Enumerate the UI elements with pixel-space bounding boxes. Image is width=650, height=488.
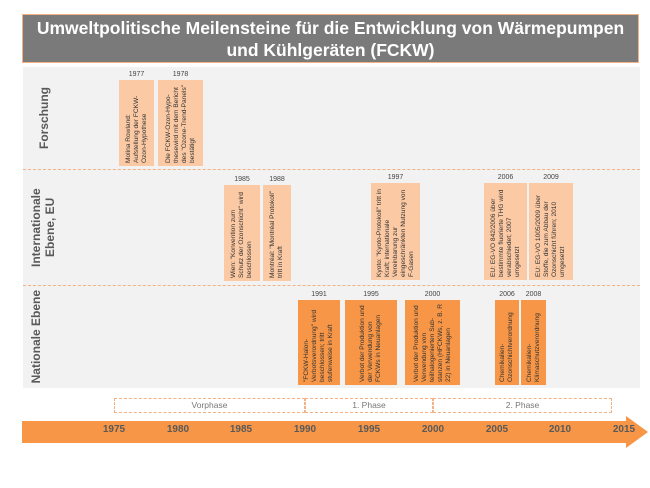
- event-year: 2006: [499, 291, 515, 298]
- event-box: Verbot der Produktion und Verwendung von…: [405, 300, 460, 385]
- event-box: EU: EG-VO 842/2006 über bestimmte fluori…: [484, 183, 527, 280]
- event-year: 1997: [387, 174, 404, 181]
- phase-2: 2. Phase: [433, 398, 612, 413]
- event-box: Kyoto: "Kyoto-Protokoll" tritt in Kraft;…: [371, 183, 420, 280]
- row-divider: [23, 169, 640, 170]
- axis-tick: 1980: [166, 424, 190, 435]
- event-year: 2008: [525, 291, 542, 298]
- page-title: Umweltpolitische Meilensteine für die En…: [22, 14, 639, 63]
- event-box: EU: EG-VO 1005/2009 über Stoffe, die zum…: [529, 183, 573, 280]
- event-box: Chemikalien-Ozonschichtverordnung: [495, 300, 519, 385]
- axis-tick: 1985: [229, 424, 253, 435]
- event-year: 1977: [128, 71, 145, 78]
- axis-tick: 1995: [357, 424, 381, 435]
- axis-tick: 2015: [612, 424, 636, 435]
- event-year: 2009: [543, 174, 559, 181]
- event-year: 1985: [234, 176, 250, 183]
- event-box: Verbot der Produktion und der Verwendung…: [345, 300, 397, 385]
- axis-tick: 1975: [102, 424, 126, 435]
- title-text: Umweltpolitische Meilensteine für die En…: [36, 17, 625, 60]
- event-box: Die FCKW-Ozon-Hypo-thesewird mit dem Ber…: [158, 80, 203, 166]
- axis-tick: 2005: [485, 424, 509, 435]
- event-box: Montréal: "Montréal Protokoll" tritt in …: [263, 185, 291, 281]
- phase-vorphase: Vorphase: [114, 398, 305, 413]
- event-year: 1978: [172, 71, 189, 78]
- event-year: 2006: [497, 174, 514, 181]
- event-box: Molina Rowland: Aufstellung der FCKW-Ozo…: [119, 80, 154, 166]
- event-year: 1988: [269, 176, 285, 183]
- event-box: Wien: "Konvention zum Schutz der Ozonsch…: [224, 185, 260, 281]
- axis-tick: 1990: [293, 424, 317, 435]
- event-box: Chemikalien-Klimaschutzverordnung: [521, 300, 546, 385]
- row-label-forschung: Forschung: [37, 87, 51, 149]
- event-year: 2000: [424, 291, 441, 298]
- event-box: "FCKW-Halon-Verbotsverordnung" wird besc…: [298, 300, 340, 385]
- row-divider: [23, 285, 640, 286]
- event-year: 1995: [363, 291, 379, 298]
- phase-1: 1. Phase: [305, 398, 433, 413]
- event-year: 1991: [311, 291, 327, 298]
- row-label-international: Internationale Ebene, EU: [29, 188, 57, 267]
- row-label-national: Nationale Ebene: [29, 290, 43, 384]
- axis-tick: 2010: [548, 424, 572, 435]
- timeline-arrow: [22, 416, 648, 448]
- axis-tick: 2000: [421, 424, 445, 435]
